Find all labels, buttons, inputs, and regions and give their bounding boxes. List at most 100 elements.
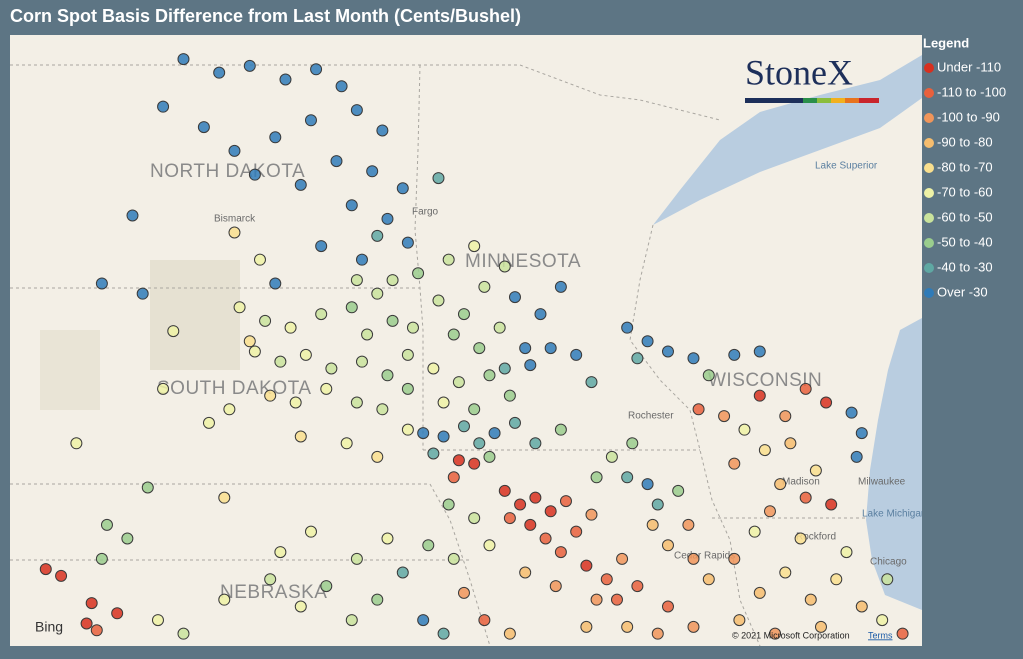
location-point <box>233 301 246 314</box>
location-point <box>753 345 766 358</box>
place-label: SOUTH DAKOTA <box>157 378 312 399</box>
location-point <box>417 427 430 440</box>
location-point <box>539 532 552 545</box>
location-point <box>544 342 557 355</box>
legend-label: -110 to -100 <box>937 84 1006 99</box>
brand-bar-part <box>745 98 803 103</box>
location-point <box>437 627 450 640</box>
location-point <box>335 80 348 93</box>
location-point <box>218 491 231 504</box>
location-point <box>345 614 358 627</box>
location-point <box>274 355 287 368</box>
location-point <box>452 454 465 467</box>
location-point <box>478 280 491 293</box>
legend-swatch <box>924 138 934 148</box>
location-point <box>559 495 572 508</box>
legend-swatch <box>924 63 934 73</box>
location-point <box>544 505 557 518</box>
location-point <box>126 209 139 222</box>
location-point <box>223 403 236 416</box>
location-point <box>850 450 863 463</box>
location-point <box>90 624 103 637</box>
location-point <box>672 484 685 497</box>
location-point <box>269 131 282 144</box>
location-point <box>350 552 363 565</box>
place-label: Rochester <box>628 411 674 422</box>
location-point <box>136 287 149 300</box>
location-point <box>427 447 440 460</box>
location-point <box>473 342 486 355</box>
location-point <box>85 597 98 610</box>
location-point <box>661 600 674 613</box>
location-point <box>580 559 593 572</box>
location-point <box>39 563 52 576</box>
location-point <box>784 437 797 450</box>
location-point <box>447 471 460 484</box>
location-point <box>585 376 598 389</box>
location-point <box>687 352 700 365</box>
location-point <box>274 546 287 559</box>
location-point <box>345 199 358 212</box>
place-labels: NORTH DAKOTA MINNESOTA SOUTH DAKOTA WISCONS… <box>150 161 922 603</box>
location-point <box>661 345 674 358</box>
location-point <box>157 382 170 395</box>
location-point <box>758 444 771 457</box>
location-point <box>447 328 460 341</box>
place-label: Madison <box>782 477 820 488</box>
place-label: Chicago <box>870 557 907 568</box>
legend-swatch <box>924 163 934 173</box>
location-point <box>422 539 435 552</box>
location-point <box>95 552 108 565</box>
location-point <box>371 593 384 606</box>
brand-logo: StoneX <box>745 52 853 92</box>
border <box>429 483 491 646</box>
legend-label: -100 to -90 <box>937 109 1000 124</box>
location-point <box>825 498 838 511</box>
location-point <box>264 573 277 586</box>
location-point <box>55 569 68 582</box>
location-point <box>753 389 766 402</box>
location-point <box>284 321 297 334</box>
location-point <box>412 267 425 280</box>
location-point <box>213 66 226 79</box>
location-point <box>320 580 333 593</box>
location-point <box>294 600 307 613</box>
location-point <box>814 620 827 633</box>
location-point <box>774 478 787 491</box>
location-point <box>304 525 317 538</box>
location-point <box>748 525 761 538</box>
location-point <box>386 314 399 327</box>
location-point <box>631 352 644 365</box>
location-point <box>503 512 516 525</box>
location-point <box>473 437 486 450</box>
location-point <box>447 552 460 565</box>
location-point <box>580 620 593 633</box>
location-point <box>345 301 358 314</box>
location-point <box>279 73 292 86</box>
location-point <box>718 410 731 423</box>
location-point <box>840 546 853 559</box>
location-point <box>483 450 496 463</box>
location-point <box>534 308 547 321</box>
lake-superior <box>653 55 922 225</box>
location-point <box>728 552 741 565</box>
location-point <box>590 593 603 606</box>
location-point <box>549 580 562 593</box>
location-point <box>457 420 470 433</box>
location-point <box>361 328 374 341</box>
location-point <box>437 396 450 409</box>
terms-link[interactable]: Terms <box>868 630 893 640</box>
location-point <box>243 335 256 348</box>
location-point <box>779 566 792 579</box>
location-point <box>315 240 328 253</box>
location-point <box>396 566 409 579</box>
legend-swatch <box>924 288 934 298</box>
location-point <box>371 229 384 242</box>
location-point <box>498 484 511 497</box>
location-point <box>881 573 894 586</box>
location-point <box>570 525 583 538</box>
location-point <box>310 63 323 76</box>
legend-title: Legend <box>923 35 969 50</box>
